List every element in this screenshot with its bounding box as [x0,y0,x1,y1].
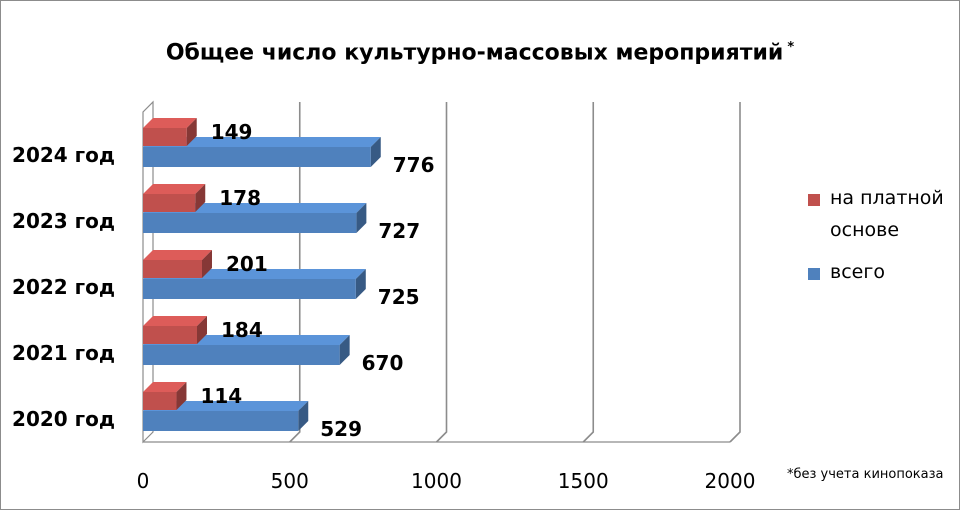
data-label-total: 529 [320,417,362,441]
bar-paid [143,118,197,146]
bar-paid-front [143,194,196,212]
bar-paid [143,184,206,212]
bar-total [143,137,381,167]
bar-total-top [143,401,309,411]
bar-paid-side [195,184,206,212]
chart-title: Общее число культурно-массовых мероприят… [0,40,960,65]
data-label-paid: 201 [226,252,268,276]
bar-total-side [370,137,381,167]
x-tick-labels: 0 500 1000 1500 2000 [137,469,756,493]
bar-total-front [143,213,357,233]
category-label: 2023 год [12,209,115,233]
bar-paid-front [143,128,187,146]
bar-paid [143,316,208,344]
bar-paid-top [143,118,197,128]
gridline [582,102,595,443]
category-label: 2020 год [12,407,115,431]
legend-item-paid: на платной основе [808,187,958,246]
title-asterisk: * [787,40,795,55]
data-label-total: 670 [362,351,404,375]
bar-paid-front [143,260,202,278]
legend: на платной основе всего [808,187,958,304]
bar-total-front [143,147,371,167]
data-label-paid: 178 [219,186,261,210]
bar-paid-top [143,184,206,194]
x-tick-label: 1500 [558,469,609,493]
bar-paid-top [143,316,208,326]
legend-swatch-total [808,268,820,280]
data-label-paid: 149 [211,120,253,144]
bar-paid-front [143,392,177,410]
bar-paid-side [186,118,197,146]
gridline [729,102,741,443]
legend-item-total: всего [808,261,958,288]
legend-swatch-paid [808,194,820,206]
bar-total-side [339,335,350,365]
bar-paid-top [143,250,212,260]
chart-title-text: Общее число культурно-массовых мероприят… [165,40,784,66]
bar-paid [143,250,212,278]
gridline [435,102,448,443]
data-label-paid: 114 [200,384,242,408]
x-tick-label: 0 [137,469,150,493]
data-label-paid: 184 [221,318,263,342]
x-tick-label: 500 [271,469,309,493]
bar-paid-side [197,316,208,344]
gridlines [289,102,741,443]
bar-paid [143,382,187,410]
bar-total-front [143,411,299,431]
data-labels: 149 776 178 727 201 725 184 670 114 529 [200,120,434,441]
bar-total-top [143,137,381,147]
x-tick-label: 2000 [705,469,756,493]
bar-total-front [143,279,356,299]
bar-total-side [356,203,367,233]
bar-paid-side [201,250,212,278]
footnote: *без учета кинопоказа [787,467,944,482]
legend-label-total: всего [830,261,885,283]
legend-label-paid: на платной основе [830,187,944,241]
bar-total [143,401,309,431]
data-label-total: 727 [378,219,420,243]
category-labels: 2024 год 2023 год 2022 год 2021 год 2020 год [12,143,115,431]
bar-total-front [143,345,340,365]
bar-paid-top [143,382,187,392]
category-label: 2022 год [12,275,115,299]
category-label: 2024 год [12,143,115,167]
bars [143,118,381,431]
category-label: 2021 год [12,341,115,365]
bar-total-side [298,401,309,431]
data-label-total: 725 [378,285,420,309]
x-tick-label: 1000 [411,469,462,493]
data-label-total: 776 [393,153,435,177]
bar-paid-side [176,382,187,410]
bar-total-side [355,269,366,299]
bar-paid-front [143,326,198,344]
